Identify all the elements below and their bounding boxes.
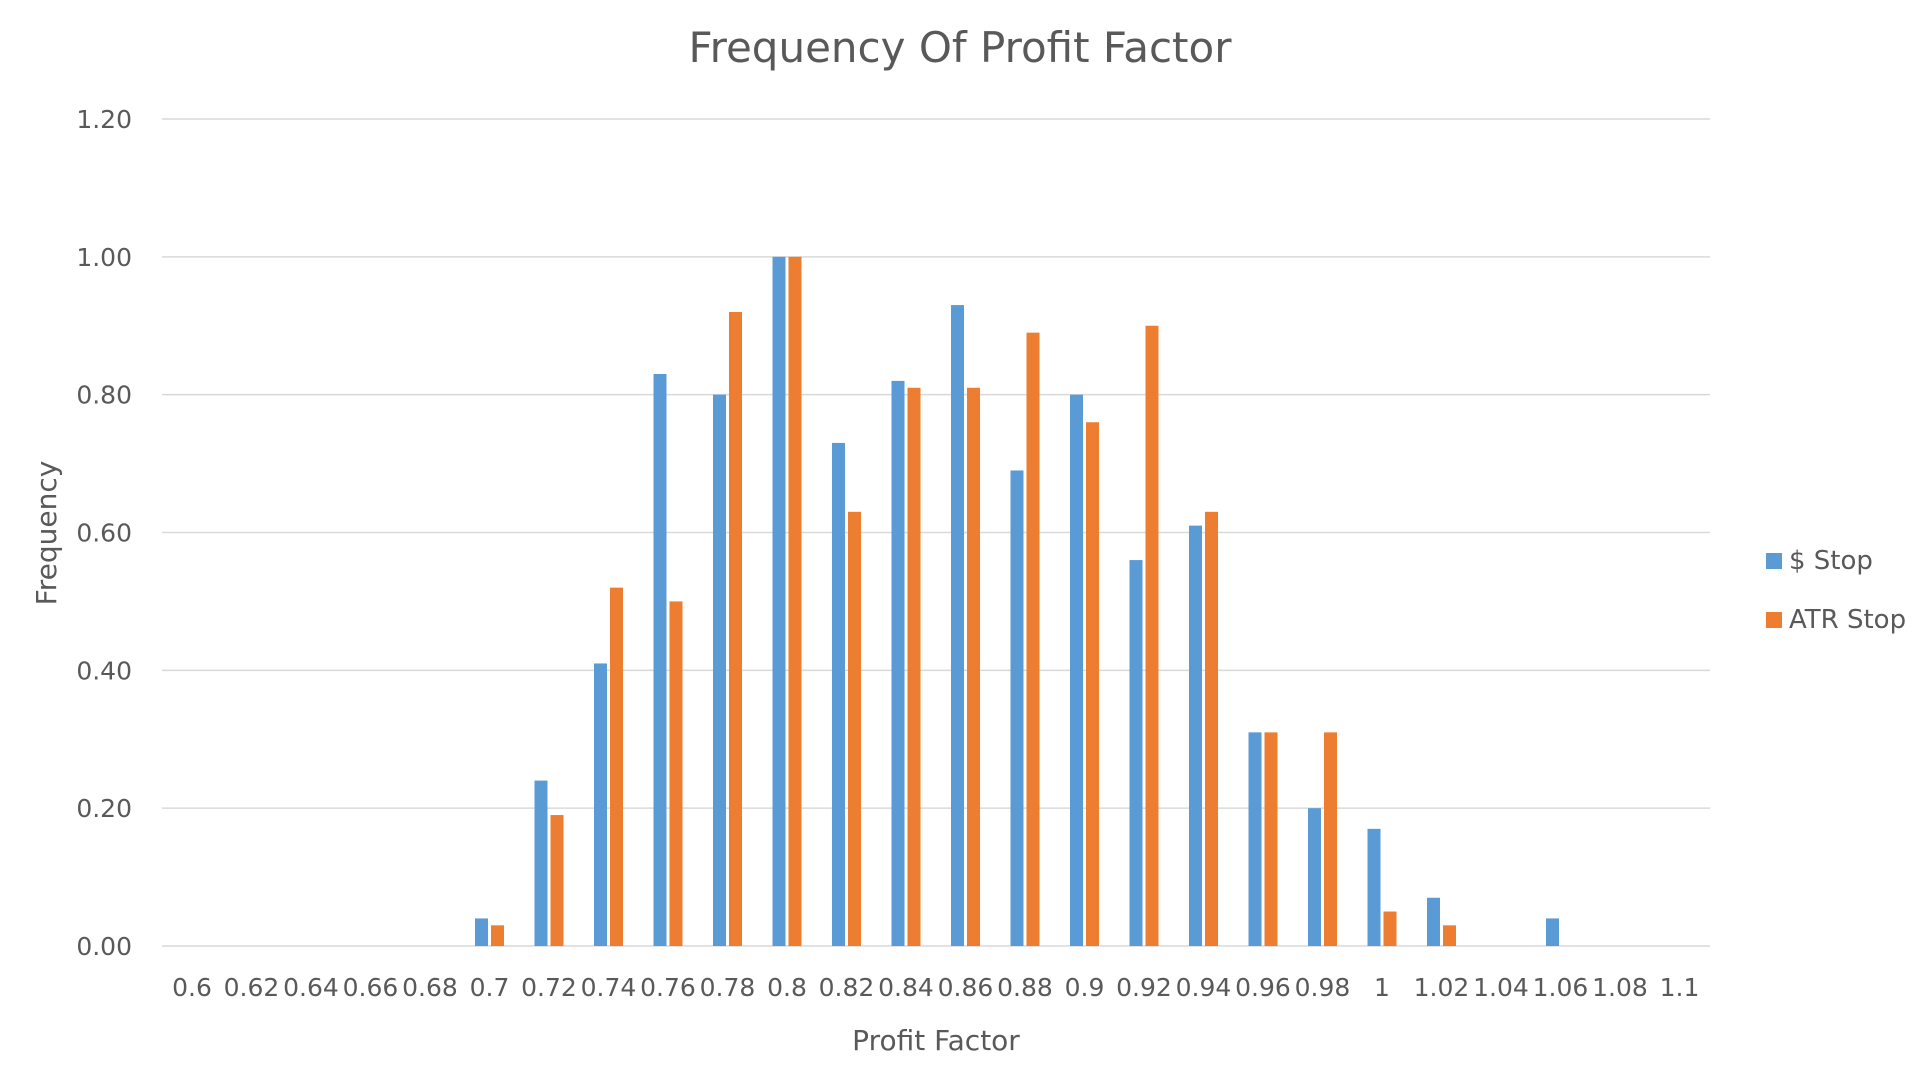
bar-dollar-stop (1129, 560, 1143, 946)
x-tick-label: 0.84 (878, 973, 934, 1002)
bar-dollar-stop (1248, 732, 1262, 946)
bar-atr-stop (1086, 422, 1099, 946)
y-tick-label: 0.80 (76, 381, 132, 410)
x-tick-label: 0.7 (470, 973, 510, 1002)
x-tick-label: 0.68 (402, 973, 458, 1002)
bar-dollar-stop (891, 380, 905, 947)
bar-dollar-stop (832, 442, 845, 946)
x-tick-label: 0.72 (521, 973, 577, 1002)
bar-atr-stop (788, 256, 802, 946)
x-tick-label: 0.9 (1065, 973, 1105, 1002)
bar-atr-stop (491, 925, 504, 946)
bar-dollar-stop (772, 256, 786, 946)
bar-atr-stop (1383, 911, 1397, 946)
x-tick-label: 0.66 (343, 973, 399, 1002)
legend-label: ATR Stop (1789, 605, 1906, 635)
y-tick-label: 0.60 (76, 519, 132, 548)
bar-dollar-stop (534, 780, 548, 946)
legend-label: $ Stop (1789, 546, 1873, 576)
x-tick-label: 0.74 (581, 973, 637, 1002)
bar-atr-stop (550, 815, 564, 946)
bar-dollar-stop (653, 373, 667, 946)
bar-dollar-stop (713, 394, 726, 947)
bar-dollar-stop (1070, 394, 1083, 947)
x-tick-label: 0.88 (997, 973, 1053, 1002)
bars (475, 256, 1559, 947)
x-tick-label: 0.82 (819, 973, 875, 1002)
x-tick-label: 1.08 (1592, 973, 1648, 1002)
x-tick-label: 0.64 (283, 973, 339, 1002)
bar-dollar-stop (1367, 828, 1381, 946)
x-tick-label: 0.62 (224, 973, 280, 1002)
x-tick-label: 1.1 (1660, 973, 1700, 1002)
gridlines (162, 118, 1710, 947)
bar-atr-stop (1026, 332, 1040, 946)
x-tick-label: 0.98 (1295, 973, 1351, 1002)
y-tick-label: 0.00 (76, 932, 132, 961)
chart-title: Frequency Of Profit Factor (689, 23, 1233, 72)
y-axis-label: Frequency (30, 461, 63, 606)
y-tick-label: 1.00 (76, 243, 132, 272)
bar-atr-stop (1264, 732, 1278, 946)
bar-atr-stop (610, 587, 623, 946)
x-tick-label: 0.94 (1176, 973, 1232, 1002)
x-tick-label: 0.76 (640, 973, 696, 1002)
x-tick-label: 1.06 (1533, 973, 1589, 1002)
bar-dollar-stop (1427, 897, 1440, 946)
y-tick-label: 1.20 (76, 105, 132, 134)
x-tick-label: 0.8 (767, 973, 807, 1002)
x-tick-label: 1.02 (1414, 973, 1470, 1002)
x-tick-label: 0.96 (1235, 973, 1291, 1002)
bar-dollar-stop (475, 918, 488, 946)
bar-dollar-stop (1010, 470, 1024, 946)
bar-atr-stop (1324, 732, 1337, 946)
legend-swatch (1766, 612, 1782, 628)
x-tick-label: 0.6 (172, 973, 212, 1002)
x-tick-label: 1.04 (1473, 973, 1529, 1002)
y-tick-label: 0.40 (76, 656, 132, 685)
bar-dollar-stop (1308, 808, 1321, 946)
bar-dollar-stop (594, 663, 607, 946)
bar-atr-stop (848, 511, 861, 946)
bar-atr-stop (967, 387, 980, 946)
x-tick-label: 0.92 (1116, 973, 1172, 1002)
x-axis-ticks: 0.6 0.62 0.64 0.66 0.68 0.7 0.72 0.74 0.76 0.78 0.… (172, 973, 1699, 1002)
bar-atr-stop (1443, 925, 1456, 946)
bar-dollar-stop (1546, 918, 1559, 946)
x-tick-label: 0.78 (700, 973, 756, 1002)
y-axis-ticks: 0.00 0.20 0.40 0.60 0.80 1.00 1.20 (76, 105, 132, 961)
bar-atr-stop (729, 311, 742, 946)
x-axis-label: Profit Factor (852, 1024, 1020, 1057)
bar-atr-stop (669, 601, 683, 946)
bar-atr-stop (907, 387, 921, 946)
bar-atr-stop (1205, 511, 1218, 946)
legend: $ Stop ATR Stop (1766, 546, 1906, 635)
bar-dollar-stop (1189, 525, 1202, 946)
x-tick-label: 0.86 (938, 973, 994, 1002)
y-tick-label: 0.20 (76, 794, 132, 823)
x-tick-label: 1 (1374, 973, 1390, 1002)
legend-swatch (1766, 553, 1782, 569)
bar-dollar-stop (951, 305, 964, 946)
bar-atr-stop (1145, 325, 1159, 946)
